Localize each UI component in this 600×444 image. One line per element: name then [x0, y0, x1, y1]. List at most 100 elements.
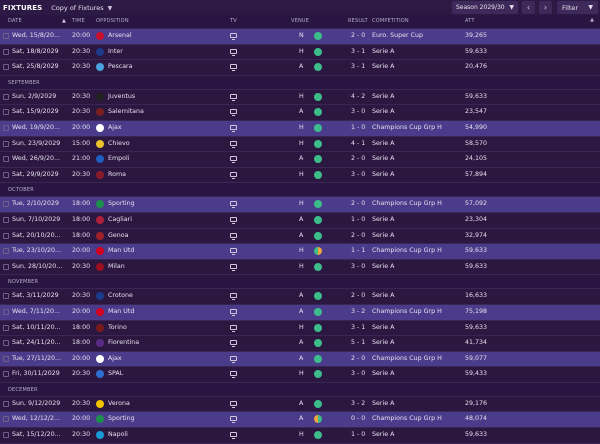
fixture-competition[interactable]: Euro. Super Cup [372, 32, 423, 39]
opposition-name[interactable]: Roma [108, 170, 126, 178]
fixture-row[interactable]: Wed, 19/9/20... 20:00 Ajax H 1 - 0 Champ… [0, 120, 600, 137]
row-checkbox[interactable] [3, 416, 9, 423]
row-checkbox[interactable] [3, 308, 9, 315]
fixture-row[interactable]: Sun, 9/12/2029 20:30 Verona A 3 - 2 Seri… [0, 396, 600, 413]
fixture-competition[interactable]: Serie A [372, 215, 395, 223]
row-checkbox[interactable] [3, 324, 9, 331]
fixture-row[interactable]: Tue, 23/10/20... 20:00 Man Utd H 1 - 1 C… [0, 244, 600, 260]
fixture-row[interactable]: Sun, 2/9/2029 20:30 Juventus H 4 - 2 Ser… [0, 89, 600, 106]
fixture-row[interactable]: Wed, 7/11/20... 20:00 Man Utd A 3 - 2 Ch… [0, 304, 600, 321]
view-selector[interactable]: Copy of Fixtures ▼ [51, 4, 112, 12]
fixture-result[interactable]: 1 - 1 [351, 247, 366, 255]
fixture-result[interactable]: 4 - 1 [351, 139, 366, 147]
fixture-row[interactable]: Fri, 30/11/2029 20:30 SPAL H 3 - 0 Serie… [0, 367, 600, 383]
row-checkbox[interactable] [3, 109, 9, 116]
opposition-name[interactable]: Crotone [108, 292, 133, 300]
row-checkbox[interactable] [3, 156, 9, 163]
opposition-name[interactable]: Torino [108, 323, 127, 331]
fixture-result[interactable]: 2 - 0 [351, 200, 366, 208]
fixture-competition[interactable]: Champions Cup Grp H [372, 247, 442, 255]
fixture-competition[interactable]: Serie A [372, 47, 395, 55]
row-checkbox[interactable] [3, 48, 9, 55]
opposition-name[interactable]: Sporting [108, 415, 135, 423]
row-checkbox[interactable] [3, 140, 9, 147]
fixture-result[interactable]: 1 - 0 [351, 123, 366, 131]
fixture-row[interactable]: Wed, 15/8/20... 20:00 Arsenal N 2 - 0 Eu… [0, 29, 600, 45]
opposition-name[interactable]: Salernitana [108, 108, 144, 116]
fixture-row[interactable]: Wed, 12/12/2... 20:00 Sporting A 0 - 0 C… [0, 412, 600, 429]
opposition-name[interactable]: Ajax [108, 123, 122, 131]
fixture-result[interactable]: 3 - 1 [351, 63, 366, 71]
fixture-row[interactable]: Sat, 20/10/20... 18:00 Genoa A 2 - 0 Ser… [0, 228, 600, 245]
fixture-row[interactable]: Sat, 18/8/2029 20:30 Inter H 3 - 1 Serie… [0, 44, 600, 61]
fixture-row[interactable]: Sat, 29/9/2029 20:30 Roma H 3 - 0 Serie … [0, 167, 600, 184]
fixture-competition[interactable]: Serie A [372, 63, 395, 71]
opposition-name[interactable]: Genoa [108, 231, 129, 239]
opposition-name[interactable]: Sporting [108, 200, 135, 208]
fixture-result[interactable]: 3 - 1 [351, 323, 366, 331]
column-att[interactable]: ATT [465, 18, 475, 24]
fixture-competition[interactable]: Serie A [372, 399, 395, 407]
fixture-result[interactable]: 3 - 2 [351, 307, 366, 315]
column-date[interactable]: DATE [8, 18, 22, 24]
fixture-row[interactable]: Sat, 15/12/20... 20:30 Napoli H 1 - 0 Se… [0, 428, 600, 444]
fixture-result[interactable]: 0 - 0 [351, 415, 366, 423]
fixture-competition[interactable]: Serie A [372, 431, 395, 439]
opposition-name[interactable]: Fiorentina [108, 339, 140, 347]
fixture-competition[interactable]: Champions Cup Grp H [372, 123, 442, 131]
row-checkbox[interactable] [3, 248, 9, 255]
opposition-name[interactable]: Man Utd [108, 247, 135, 255]
fixture-result[interactable]: 2 - 0 [351, 32, 366, 39]
opposition-name[interactable]: Milan [108, 262, 125, 270]
fixture-row[interactable]: Sun, 28/10/20... 20:30 Milan H 3 - 0 Ser… [0, 259, 600, 276]
opposition-name[interactable]: SPAL [108, 370, 124, 378]
opposition-name[interactable]: Verona [108, 399, 130, 407]
row-checkbox[interactable] [3, 216, 9, 223]
fixture-row[interactable]: Sun, 23/9/2029 15:00 Chievo H 4 - 1 Seri… [0, 136, 600, 153]
fixture-competition[interactable]: Serie A [372, 262, 395, 270]
fixture-result[interactable]: 3 - 1 [351, 47, 366, 55]
row-checkbox[interactable] [3, 201, 9, 208]
row-checkbox[interactable] [3, 263, 9, 270]
opposition-name[interactable]: Juventus [108, 92, 136, 100]
fixture-row[interactable]: Sat, 10/11/20... 18:00 Torino H 3 - 1 Se… [0, 320, 600, 337]
fixture-result[interactable]: 3 - 0 [351, 108, 366, 116]
column-tv[interactable]: TV [230, 18, 237, 24]
filter-button[interactable]: Filter ▼ [557, 1, 598, 14]
fixture-competition[interactable]: Champions Cup Grp H [372, 307, 442, 315]
fixture-competition[interactable]: Serie A [372, 108, 395, 116]
fixture-result[interactable]: 1 - 0 [351, 431, 366, 439]
fixture-result[interactable]: 2 - 0 [351, 155, 366, 163]
fixture-competition[interactable]: Serie A [372, 231, 395, 239]
fixture-competition[interactable]: Serie A [372, 292, 395, 300]
fixture-competition[interactable]: Champions Cup Grp H [372, 200, 442, 208]
column-time[interactable]: TIME [72, 18, 85, 24]
opposition-name[interactable]: Arsenal [108, 32, 132, 39]
row-checkbox[interactable] [3, 293, 9, 300]
row-checkbox[interactable] [3, 340, 9, 347]
opposition-name[interactable]: Ajax [108, 354, 122, 362]
column-result[interactable]: RESULT [348, 18, 368, 24]
row-checkbox[interactable] [3, 232, 9, 239]
row-checkbox[interactable] [3, 33, 9, 39]
opposition-name[interactable]: Pescara [108, 63, 133, 71]
fixture-result[interactable]: 1 - 0 [351, 215, 366, 223]
fixture-row[interactable]: Sat, 25/8/2029 20:30 Pescara A 3 - 1 Ser… [0, 60, 600, 76]
fixture-result[interactable]: 2 - 0 [351, 354, 366, 362]
fixture-result[interactable]: 3 - 2 [351, 399, 366, 407]
opposition-name[interactable]: Inter [108, 47, 123, 55]
fixture-result[interactable]: 4 - 2 [351, 92, 366, 100]
season-dropdown[interactable]: Season 2029/30 ▼ [452, 1, 518, 14]
fixture-row[interactable]: Tue, 2/10/2029 18:00 Sporting H 2 - 0 Ch… [0, 197, 600, 213]
fixture-competition[interactable]: Serie A [372, 323, 395, 331]
fixture-competition[interactable]: Serie A [372, 155, 395, 163]
fixture-row[interactable]: Sat, 3/11/2029 20:30 Crotone A 2 - 0 Ser… [0, 289, 600, 305]
fixture-competition[interactable]: Champions Cup Grp H [372, 415, 442, 423]
fixture-row[interactable]: Wed, 26/9/20... 21:00 Empoli A 2 - 0 Ser… [0, 152, 600, 168]
fixture-result[interactable]: 3 - 0 [351, 262, 366, 270]
row-checkbox[interactable] [3, 371, 9, 378]
column-competition[interactable]: COMPETITION [372, 18, 409, 24]
fixture-result[interactable]: 3 - 0 [351, 170, 366, 178]
sort-icon[interactable]: ▲ [62, 18, 67, 24]
opposition-name[interactable]: Chievo [108, 139, 130, 147]
